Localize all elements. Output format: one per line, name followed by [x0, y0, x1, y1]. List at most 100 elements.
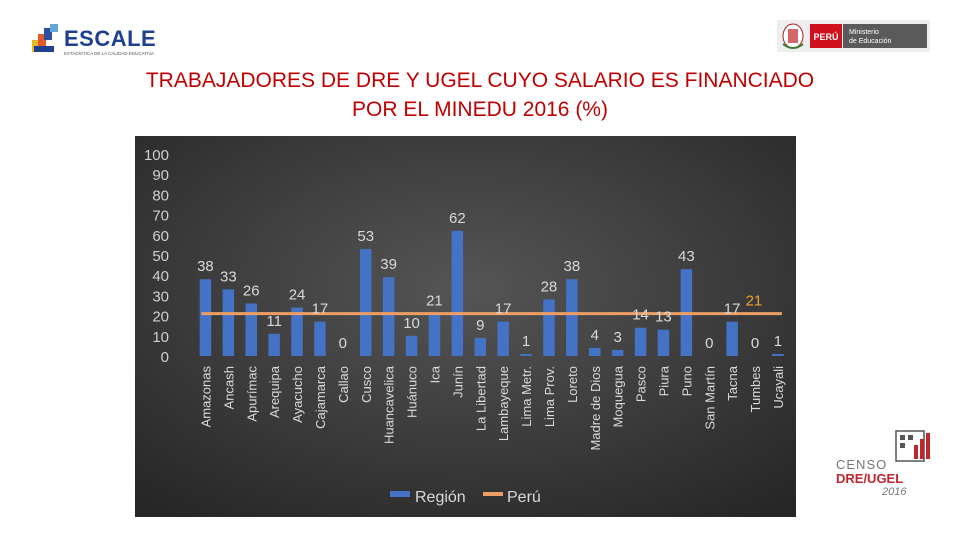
bar	[474, 337, 486, 356]
bar	[199, 279, 212, 356]
y-tick-label: 100	[144, 147, 169, 164]
category-label: Madre de Dios	[588, 366, 603, 451]
y-tick-label: 50	[152, 248, 169, 265]
category-label: Lima Metr.	[519, 366, 534, 427]
bar-value-label: 53	[357, 228, 374, 245]
bar-value-label: 0	[705, 335, 713, 352]
category-label: Loreto	[565, 366, 580, 403]
category-label: Cajamarca	[313, 365, 328, 429]
category-label: Callao	[336, 366, 351, 403]
category-label: Cusco	[359, 366, 374, 403]
y-tick-label: 60	[152, 228, 169, 245]
bar-value-label: 14	[632, 307, 649, 324]
category-label: Tumbes	[748, 366, 763, 413]
category-label: Huancavelica	[382, 365, 397, 444]
bar	[497, 321, 509, 356]
censo-line2: DRE/UGEL	[836, 471, 904, 486]
bar-value-label: 1	[774, 333, 782, 350]
bar-value-label: 0	[339, 335, 347, 352]
category-label: Lambayeque	[496, 366, 511, 441]
bar-value-label: 17	[495, 301, 512, 318]
y-tick-label: 10	[152, 329, 169, 346]
y-tick-label: 40	[152, 268, 169, 285]
bar	[543, 299, 555, 356]
chart-panel: 0 10 20 30 40 50 60 70 80 90 100 38 33 26 11 24 17 0 53 39…	[135, 136, 796, 517]
bar	[520, 353, 532, 356]
bar-value-label: 17	[724, 301, 741, 318]
bar-value-label: 21	[426, 293, 443, 310]
title-line-1: TRABAJADORES DE DRE Y UGEL CUYO SALARIO …	[145, 69, 815, 92]
bar-value-label: 62	[449, 210, 466, 227]
legend-region-swatch	[390, 491, 410, 497]
peru-coat-of-arms-icon	[782, 23, 804, 49]
bar	[451, 230, 464, 356]
y-tick-label: 70	[152, 208, 169, 225]
bar-value-label: 43	[678, 248, 695, 265]
minedu-line1: Ministerio	[849, 29, 879, 36]
category-label: Moquegua	[611, 365, 626, 427]
bar	[314, 321, 326, 356]
category-label: Ica	[427, 365, 442, 383]
escale-wordmark: ESCALE	[64, 26, 157, 51]
censo-line3: 2016	[882, 486, 907, 498]
bar-value-label: 24	[289, 287, 306, 304]
bar	[657, 329, 670, 356]
bar-value-label: 26	[243, 282, 260, 299]
category-label: Huánuco	[405, 366, 420, 418]
category-label: Junín	[450, 366, 465, 398]
bar	[589, 347, 601, 356]
escale-tagline: ESTADÍSTICA DE LA CALIDAD EDUCATIVA	[64, 51, 155, 56]
category-label: Ucayali	[771, 366, 786, 409]
bar	[405, 335, 418, 356]
escale-stairs-icon	[32, 24, 58, 52]
bar	[726, 321, 738, 356]
category-label: San Martín	[702, 366, 717, 430]
category-label: Ayacucho	[290, 366, 305, 423]
category-label: Amazonas	[198, 366, 213, 428]
y-tick-label: 80	[152, 187, 169, 204]
bar-value-label: 13	[655, 309, 672, 326]
bar-value-label: 38	[564, 258, 581, 275]
peru-line-label: 21	[746, 293, 763, 310]
bar	[772, 353, 784, 356]
minedu-logo: PERÚ Ministerio de Educación	[777, 20, 930, 52]
censo-logo: CENSO DRE/UGEL 2016	[830, 425, 940, 505]
bar-value-label: 33	[220, 268, 237, 285]
bar	[382, 277, 395, 356]
bar	[566, 279, 578, 356]
legend-peru-swatch	[483, 492, 503, 496]
title-line-2: POR EL MINEDU 2016 (%)	[352, 98, 608, 121]
y-tick-label: 90	[152, 167, 169, 184]
bar-value-label: 4	[591, 327, 599, 344]
escale-logo: ESCALE ESTADÍSTICA DE LA CALIDAD EDUCATI…	[30, 24, 180, 60]
peru-label: PERÚ	[813, 31, 838, 42]
bar	[268, 333, 280, 356]
category-label: Puno	[679, 366, 694, 396]
category-label: Arequipa	[267, 365, 282, 418]
page-title: TRABAJADORES DE DRE Y UGEL CUYO SALARIO …	[0, 66, 960, 124]
chart-background	[135, 136, 796, 517]
censo-building-icon	[895, 430, 930, 462]
bar	[611, 349, 624, 356]
bar	[634, 327, 647, 356]
minedu-line2: de Educación	[849, 38, 892, 45]
y-tick-label: 0	[161, 349, 169, 366]
bar	[428, 313, 441, 356]
bar-value-label: 10	[403, 315, 420, 332]
censo-line1: CENSO	[836, 457, 888, 472]
category-label: Ancash	[221, 366, 236, 409]
category-label: Apurímac	[244, 366, 259, 422]
bar	[245, 303, 257, 356]
y-tick-label: 20	[152, 309, 169, 326]
bar-value-label: 17	[312, 301, 329, 318]
bar	[291, 307, 303, 356]
bar-value-label: 39	[380, 256, 397, 273]
bar	[222, 289, 235, 356]
bar-value-label: 3	[613, 329, 621, 346]
legend-region-label: Región	[415, 489, 466, 506]
bar-value-label: 11	[266, 313, 282, 330]
bar-value-label: 38	[197, 258, 214, 275]
category-label: Piura	[656, 365, 671, 396]
bar	[360, 248, 372, 356]
